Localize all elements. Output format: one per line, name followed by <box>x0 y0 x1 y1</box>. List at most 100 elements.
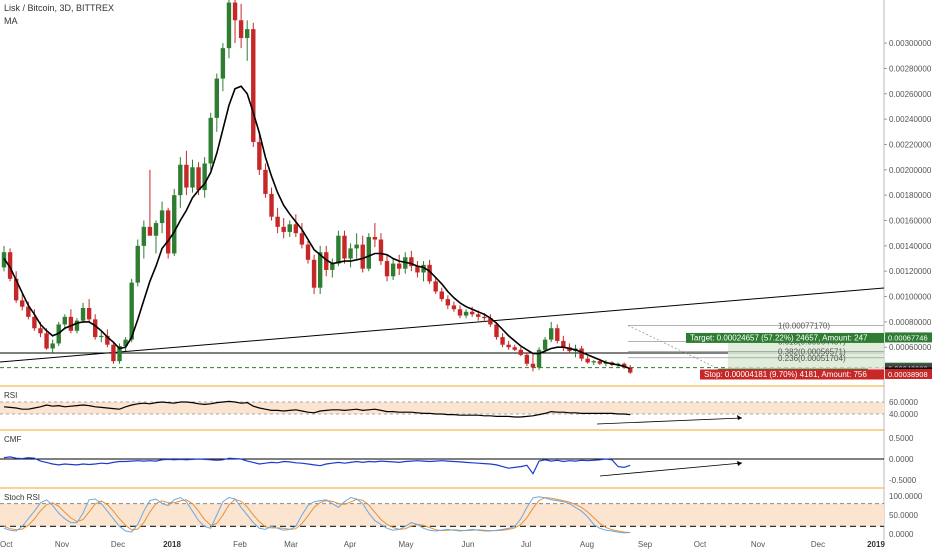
ma-line[interactable] <box>3 85 631 370</box>
long-trendline[interactable] <box>0 287 885 363</box>
candle[interactable] <box>555 324 560 344</box>
candle[interactable] <box>506 340 511 350</box>
target-label-box[interactable] <box>686 332 884 343</box>
candle[interactable] <box>536 347 542 371</box>
candle[interactable] <box>378 233 384 265</box>
candle[interactable] <box>135 239 140 287</box>
candle[interactable] <box>348 243 353 268</box>
stoch-d-line[interactable] <box>3 496 631 533</box>
candle[interactable] <box>500 333 505 348</box>
candle[interactable] <box>330 258 335 278</box>
candle[interactable] <box>439 287 444 302</box>
candle[interactable] <box>214 73 219 132</box>
candle[interactable] <box>445 295 451 310</box>
candle[interactable] <box>232 0 238 44</box>
candle[interactable] <box>561 335 566 352</box>
stoch-k-line[interactable] <box>3 496 631 534</box>
candle[interactable] <box>44 328 49 350</box>
candle[interactable] <box>74 318 80 334</box>
candle[interactable] <box>299 223 305 249</box>
candle[interactable] <box>123 337 128 352</box>
candle[interactable] <box>354 233 359 259</box>
candles[interactable] <box>1 0 633 374</box>
candle[interactable] <box>220 43 226 92</box>
candle[interactable] <box>32 309 37 331</box>
candle[interactable] <box>111 342 116 364</box>
candle[interactable] <box>585 356 590 364</box>
candle[interactable] <box>305 240 311 264</box>
candle[interactable] <box>415 261 420 278</box>
candle[interactable] <box>178 157 183 208</box>
candle[interactable] <box>512 344 517 352</box>
candle[interactable] <box>117 343 122 364</box>
candle[interactable] <box>360 235 365 273</box>
candle[interactable] <box>463 309 469 319</box>
candle[interactable] <box>190 159 195 193</box>
candle[interactable] <box>245 20 250 61</box>
candle[interactable] <box>202 157 207 198</box>
candle[interactable] <box>524 352 530 367</box>
candle[interactable] <box>433 277 438 295</box>
candle[interactable] <box>165 207 171 259</box>
candle[interactable] <box>287 220 292 237</box>
candle[interactable] <box>530 353 536 372</box>
candle[interactable] <box>20 294 25 311</box>
cmf-divergence-line[interactable] <box>599 462 743 477</box>
candle[interactable] <box>93 314 98 340</box>
candle[interactable] <box>293 214 299 237</box>
stop-label-box[interactable] <box>700 369 884 380</box>
candle[interactable] <box>457 305 463 319</box>
candle[interactable] <box>397 254 402 276</box>
candle[interactable] <box>591 359 596 365</box>
candle[interactable] <box>7 248 13 282</box>
rsi-divergence-line[interactable] <box>596 417 743 425</box>
candle[interactable] <box>324 245 329 277</box>
candle[interactable] <box>62 314 67 330</box>
candle[interactable] <box>366 233 371 272</box>
candle[interactable] <box>86 299 92 322</box>
candle[interactable] <box>390 258 396 281</box>
candle[interactable] <box>226 0 232 59</box>
candle[interactable] <box>141 220 147 259</box>
candle[interactable] <box>488 314 493 327</box>
candle[interactable] <box>269 187 274 221</box>
drawings-front[interactable]: Target: 0.00024657 (57.22%) 24657, Amoun… <box>686 332 884 380</box>
candle[interactable] <box>336 230 341 267</box>
candle[interactable] <box>451 301 457 312</box>
candle[interactable] <box>50 339 55 353</box>
candle[interactable] <box>153 220 159 254</box>
candle[interactable] <box>275 207 280 234</box>
candle[interactable] <box>311 254 317 295</box>
candle[interactable] <box>147 169 153 236</box>
candle[interactable] <box>421 261 426 282</box>
candle[interactable] <box>342 230 347 264</box>
fib-trend-line[interactable] <box>627 325 717 369</box>
candle[interactable] <box>129 278 134 343</box>
candle[interactable] <box>80 302 86 324</box>
cmf-line[interactable] <box>3 456 631 475</box>
candle[interactable] <box>263 163 268 198</box>
candle[interactable] <box>549 321 554 343</box>
candle[interactable] <box>172 188 177 256</box>
candle[interactable] <box>13 271 19 303</box>
price-axis[interactable]: 0.00300000 0.00280000 0.00260000 0.00240000… <box>884 39 932 352</box>
candle[interactable] <box>238 3 244 49</box>
candle[interactable] <box>281 217 286 239</box>
candle[interactable] <box>409 250 414 272</box>
candle[interactable] <box>372 223 378 248</box>
candle[interactable] <box>251 22 256 148</box>
candle[interactable] <box>208 112 213 170</box>
candle[interactable] <box>159 201 165 234</box>
candle[interactable] <box>579 345 584 362</box>
candle[interactable] <box>105 329 110 348</box>
rsi-line[interactable] <box>3 400 631 418</box>
candle[interactable] <box>257 131 262 175</box>
time-axis[interactable]: Oct Nov Dec 2018 Feb Mar Apr May Jun Jul Aug Sep Oct… <box>0 540 885 549</box>
candle[interactable] <box>68 309 74 334</box>
candle[interactable] <box>99 332 104 343</box>
candle[interactable] <box>184 150 189 196</box>
candle[interactable] <box>494 321 499 340</box>
candle[interactable] <box>518 347 523 357</box>
candle[interactable] <box>542 337 548 353</box>
